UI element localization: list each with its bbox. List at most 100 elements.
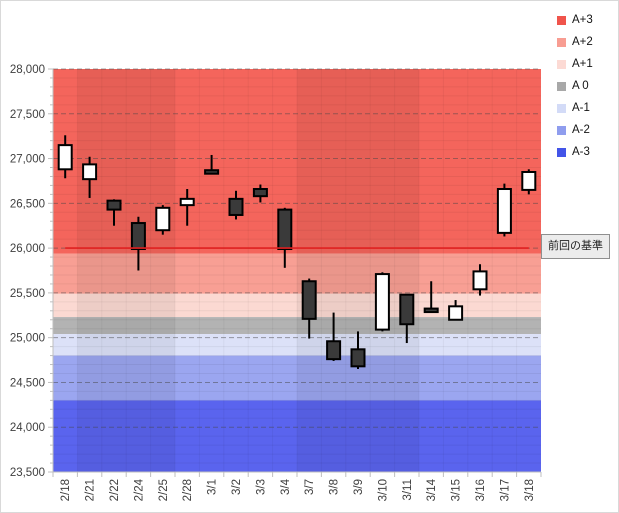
week-shade-band — [77, 69, 175, 472]
candle-2/28 — [179, 189, 195, 226]
candle-3/11 — [399, 293, 415, 344]
y-axis-labels: 28,000 27,500 27,000 26,500 26,000 25,500 25,0… — [10, 64, 45, 479]
y-tick-label: 23,500 — [10, 467, 45, 479]
candle-3/3 — [252, 184, 268, 203]
legend-item: A+3 — [557, 9, 593, 31]
legend-item: A-3 — [557, 141, 593, 163]
x-tick-label: 3/10 — [377, 479, 389, 501]
band-A+2 — [53, 253, 541, 294]
candle-3/18 — [521, 169, 537, 195]
candle-body — [277, 208, 293, 251]
x-tick-label: 2/24 — [133, 478, 145, 501]
candle-body — [521, 170, 537, 191]
x-tick-label: 2/18 — [60, 479, 72, 501]
axes — [48, 68, 542, 477]
candle-2/24 — [130, 216, 146, 271]
x-tick-label: 2/21 — [85, 479, 97, 501]
x-tick-label: 3/4 — [280, 478, 292, 495]
x-tick-label: 3/7 — [304, 479, 316, 495]
legend-label: A-2 — [572, 124, 590, 136]
candle-3/10 — [374, 272, 390, 332]
x-tick-label: 2/25 — [158, 479, 170, 501]
candle-3/14 — [423, 281, 439, 314]
week-shade-band — [297, 69, 419, 472]
candle-body — [423, 307, 439, 314]
x-tick-label: 3/11 — [402, 479, 414, 501]
x-axis-labels: 2/18 2/21 2/22 2/24 2/25 2/28 3/1 3/2 3/3 3/4 3/7 3… — [60, 478, 536, 501]
legend-swatch — [557, 59, 566, 69]
candle-body — [57, 144, 73, 171]
legend-item: A 0 — [557, 75, 593, 97]
candle-3/7 — [301, 278, 317, 339]
x-tick-label: 3/3 — [255, 479, 267, 495]
legend-swatch — [557, 15, 566, 25]
legend-item: A-1 — [557, 97, 593, 119]
legend-label: A+1 — [572, 58, 593, 70]
y-tick-label: 26,000 — [10, 243, 45, 255]
reference-line-label: 前回の基準 — [541, 234, 610, 259]
candle-3/15 — [448, 300, 464, 321]
candle-2/22 — [106, 199, 122, 226]
legend-label: A-1 — [572, 102, 590, 114]
candle-body — [130, 222, 146, 251]
candle-body — [82, 163, 98, 181]
candle-2/18 — [57, 135, 73, 179]
band-A+1 — [53, 293, 541, 318]
y-tick-label: 25,000 — [10, 333, 45, 345]
candle-3/17 — [496, 183, 512, 237]
candle-3/9 — [350, 331, 366, 370]
legend-swatch — [557, 125, 566, 135]
legend-label: A-3 — [572, 146, 590, 158]
value-bands — [53, 69, 541, 472]
candle-body — [301, 280, 317, 320]
x-tick-label: 2/22 — [109, 479, 121, 501]
band-A-3 — [53, 400, 541, 472]
candle-body — [106, 199, 122, 211]
candle-3/2 — [228, 190, 244, 220]
candle-body — [350, 348, 366, 368]
x-tick-label: 2/28 — [182, 479, 194, 501]
y-tick-label: 27,000 — [10, 154, 45, 166]
band-A-2 — [53, 355, 541, 401]
y-tick-label: 24,500 — [10, 377, 45, 389]
y-tick-label: 26,500 — [10, 198, 45, 210]
y-tick-label: 24,000 — [10, 422, 45, 434]
candle-body — [448, 305, 464, 321]
candle-2/21 — [82, 156, 98, 198]
legend-label: A+2 — [572, 36, 593, 48]
candle-body — [179, 197, 195, 207]
x-tick-label: 3/9 — [353, 479, 365, 495]
candle-2/25 — [155, 205, 171, 235]
y-tick-label: 25,500 — [10, 288, 45, 300]
candle-body — [252, 188, 268, 198]
legend-swatch — [557, 103, 566, 113]
candle-body — [496, 188, 512, 234]
candle-body — [155, 206, 171, 232]
legend-swatch — [557, 147, 566, 157]
legend-label: A 0 — [572, 80, 589, 92]
x-tick-label: 3/8 — [329, 479, 341, 495]
candle-body — [472, 270, 488, 291]
x-tick-label: 3/15 — [451, 479, 463, 501]
candle-3/8 — [326, 312, 342, 361]
x-tick-label: 3/17 — [499, 479, 511, 501]
candle-body — [374, 273, 390, 331]
x-tick-label: 3/2 — [231, 479, 243, 495]
candle-3/1 — [204, 154, 220, 175]
legend-item: A-2 — [557, 119, 593, 141]
candle-body — [228, 197, 244, 216]
candle-body — [326, 340, 342, 361]
candle-body — [204, 169, 220, 175]
legend: A+3 A+2 A+1 A 0 A-1 A-2 A-3 — [557, 9, 593, 163]
candles — [57, 135, 537, 370]
band-A0 — [53, 317, 541, 335]
candle-body — [399, 293, 415, 326]
x-tick-label: 3/14 — [426, 478, 438, 501]
x-tick-label: 3/18 — [524, 479, 536, 501]
x-tick-label: 3/16 — [475, 479, 487, 501]
candle-3/16 — [472, 264, 488, 296]
x-tick-label: 3/1 — [207, 479, 219, 495]
y-tick-label: 27,500 — [10, 109, 45, 121]
